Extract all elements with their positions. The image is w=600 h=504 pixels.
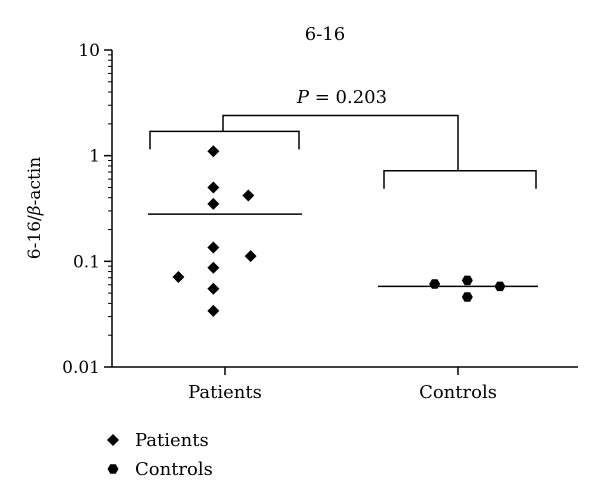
data-point (207, 145, 220, 158)
p-value-text: = 0.203 (309, 87, 387, 108)
y-tick-label: 1 (89, 147, 100, 167)
y-tick-label: 0.01 (62, 358, 100, 378)
significance-brackets (149, 114, 537, 189)
data-point (244, 250, 257, 263)
data-point (429, 279, 441, 289)
data-point (207, 241, 220, 254)
data-point (207, 197, 220, 210)
data-point (207, 304, 220, 317)
data-point (207, 261, 220, 274)
x-ticks: Patients Controls (188, 367, 497, 403)
x-tick-label: Controls (419, 382, 497, 403)
x-tick-label: Patients (188, 382, 262, 403)
legend-marker (107, 464, 119, 474)
comparison-bracket (222, 114, 459, 171)
data-points (172, 145, 506, 317)
controls-bracket (383, 169, 537, 189)
y-tick-label: 10 (78, 41, 100, 61)
p-value-annotation: P = 0.203 (296, 87, 387, 108)
data-point (242, 189, 255, 202)
data-point (207, 181, 220, 194)
y-axis-label-prefix: 6-16/ (25, 215, 45, 259)
y-axis-label-greek: β (25, 205, 45, 216)
patients-bracket (149, 130, 300, 150)
y-tick-label: 0.1 (73, 252, 100, 272)
legend-marker (107, 434, 119, 446)
data-point (207, 282, 220, 295)
chart-title: 6-16 (305, 24, 345, 45)
median-lines (148, 213, 538, 288)
data-point (461, 275, 473, 286)
y-axis-label: 6-16/β-actin (25, 157, 45, 259)
data-point (461, 292, 473, 302)
data-point (494, 281, 506, 292)
y-ticks: 10 1 0.1 0.01 (62, 41, 112, 378)
legend-label: Patients (135, 430, 209, 451)
y-axis-label-suffix: -actin (25, 157, 45, 206)
data-point (172, 271, 185, 284)
p-value-symbol: P (296, 87, 310, 108)
legend: Patients Controls (107, 430, 213, 480)
legend-label: Controls (135, 459, 213, 480)
